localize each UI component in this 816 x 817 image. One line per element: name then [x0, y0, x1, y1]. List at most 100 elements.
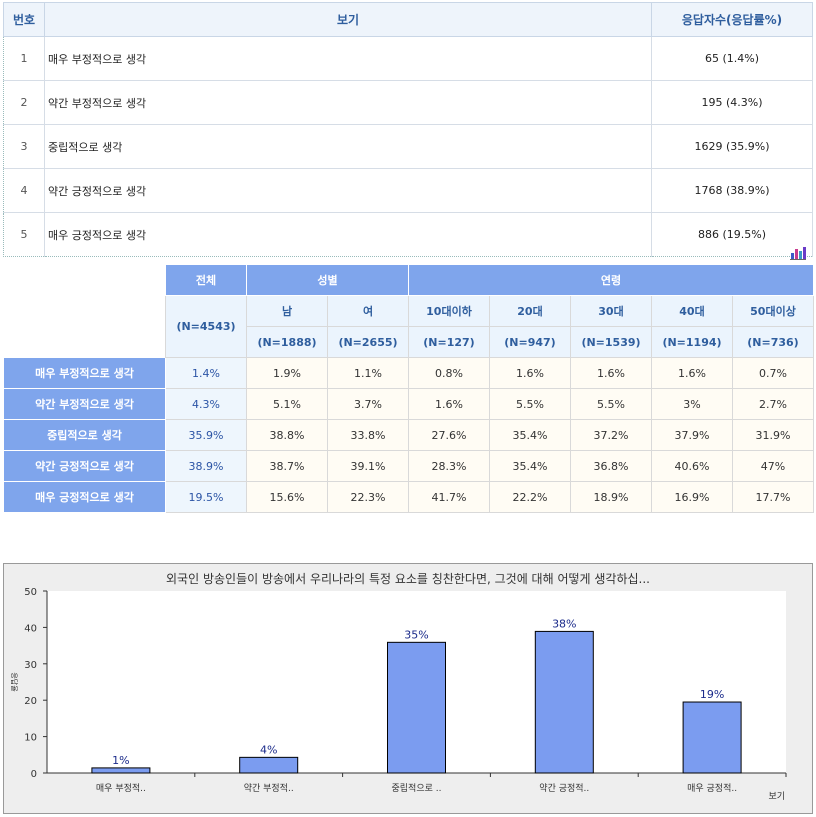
column-label: 30대	[570, 295, 652, 327]
header-number: 번호	[3, 2, 45, 37]
row-number: 5	[3, 212, 45, 257]
column-n: (N=1539)	[570, 326, 652, 358]
bar-data-label: 1%	[112, 754, 129, 767]
answers-header-row: 번호 보기 응답자수(응답률%)	[3, 2, 813, 37]
row-number: 2	[3, 80, 45, 125]
column-label: 20대	[489, 295, 571, 327]
bar	[534, 630, 594, 774]
table-row: 2 약간 부정적으로 생각 195 (4.3%)	[3, 80, 813, 125]
crosstab-table: 전체 성별 연령 (N=4543) 남 여 10대이하 20대 30대 40대 …	[3, 264, 814, 513]
row-count: 1768 (38.9%)	[651, 168, 813, 213]
crosstab-row: 매우 부정적으로 생각 1.4% 1.9% 1.1% 0.8% 1.6% 1.6% 1.6% 0…	[3, 357, 814, 389]
row-count: 65 (1.4%)	[651, 36, 813, 81]
cell-value: 37.2%	[570, 419, 652, 451]
column-n: (N=2655)	[327, 326, 409, 358]
row-header: 매우 부정적으로 생각	[3, 357, 166, 389]
cell-total: 4.3%	[165, 388, 247, 420]
bar-data-label: 35%	[404, 628, 428, 641]
cell-value: 35.4%	[489, 450, 571, 482]
x-tick-label: 중립적으로 ..	[392, 782, 442, 794]
header-count: 응답자수(응답률%)	[651, 2, 813, 37]
cell-value: 5.5%	[489, 388, 571, 420]
cell-value: 38.7%	[246, 450, 328, 482]
cell-value: 27.6%	[408, 419, 490, 451]
y-tick-label: 50	[24, 587, 37, 598]
cell-value: 47%	[732, 450, 814, 482]
cell-value: 39.1%	[327, 450, 409, 482]
cell-value: 0.7%	[732, 357, 814, 389]
cell-total: 35.9%	[165, 419, 247, 451]
table-row: 5 매우 긍정적으로 생각 886 (19.5%)	[3, 212, 813, 257]
row-header: 매우 긍정적으로 생각	[3, 481, 166, 513]
cell-value: 1.6%	[489, 357, 571, 389]
table-row: 1 매우 부정적으로 생각 65 (1.4%)	[3, 36, 813, 81]
row-count: 195 (4.3%)	[651, 80, 813, 125]
bar-data-label: 38%	[552, 617, 576, 630]
crosstab-row: 중립적으로 생각 35.9% 38.8% 33.8% 27.6% 35.4% 37.2% 37…	[3, 419, 814, 451]
cell-value: 16.9%	[651, 481, 733, 513]
total-n: (N=4543)	[165, 295, 247, 358]
y-axis-title: 응답율	[10, 672, 19, 692]
cell-value: 3%	[651, 388, 733, 420]
chart-panel: 외국인 방송인들이 방송에서 우리나라의 특정 요소를 칭찬한다면, 그것에 대…	[3, 563, 813, 814]
row-number: 3	[3, 124, 45, 169]
cell-value: 22.3%	[327, 481, 409, 513]
cell-value: 17.7%	[732, 481, 814, 513]
answer-options-table: 번호 보기 응답자수(응답률%) 1 매우 부정적으로 생각 65 (1.4%)…	[3, 2, 813, 257]
bar	[91, 767, 151, 774]
bar	[387, 641, 446, 774]
row-number: 4	[3, 168, 45, 213]
cell-value: 1.1%	[327, 357, 409, 389]
cell-value: 37.9%	[651, 419, 733, 451]
total-header: 전체	[165, 264, 247, 296]
cell-value: 22.2%	[489, 481, 571, 513]
bar-data-label: 4%	[260, 743, 277, 756]
row-option-label: 매우 긍정적으로 생각	[44, 212, 652, 257]
table-row: 4 약간 긍정적으로 생각 1768 (38.9%)	[3, 168, 813, 213]
cell-value: 1.6%	[570, 357, 652, 389]
cell-value: 5.5%	[570, 388, 652, 420]
cell-value: 3.7%	[327, 388, 409, 420]
crosstab-row: 약간 부정적으로 생각 4.3% 5.1% 3.7% 1.6% 5.5% 5.5% 3% 2.7…	[3, 388, 814, 420]
crosstab-row: 매우 긍정적으로 생각 19.5% 15.6% 22.3% 41.7% 22.2% 18.9…	[3, 481, 814, 513]
cell-value: 28.3%	[408, 450, 490, 482]
bar-chart-icon[interactable]	[790, 246, 806, 260]
column-n: (N=736)	[732, 326, 814, 358]
age-header: 연령	[408, 264, 814, 296]
crosstab-corner	[3, 326, 166, 358]
x-tick-label: 매우 긍정적..	[687, 782, 737, 794]
crosstab-corner	[3, 264, 166, 296]
chart-title: 외국인 방송인들이 방송에서 우리나라의 특정 요소를 칭찬한다면, 그것에 대…	[166, 572, 650, 586]
cell-total: 19.5%	[165, 481, 247, 513]
cell-value: 40.6%	[651, 450, 733, 482]
row-header: 약간 긍정적으로 생각	[3, 450, 166, 482]
column-n: (N=127)	[408, 326, 490, 358]
column-label: 50대이상	[732, 295, 814, 327]
column-label: 남	[246, 295, 328, 327]
row-header: 약간 부정적으로 생각	[3, 388, 166, 420]
cell-value: 1.6%	[408, 388, 490, 420]
header-option: 보기	[44, 2, 652, 37]
column-label: 10대이하	[408, 295, 490, 327]
row-option-label: 매우 부정적으로 생각	[44, 36, 652, 81]
y-tick-label: 40	[24, 623, 37, 634]
cell-value: 41.7%	[408, 481, 490, 513]
row-number: 1	[3, 36, 45, 81]
crosstab-body: 매우 부정적으로 생각 1.4% 1.9% 1.1% 0.8% 1.6% 1.6% 1.6% 0…	[3, 357, 814, 513]
bar	[239, 756, 299, 774]
crosstab-corner	[3, 295, 166, 327]
x-tick-label: 매우 부정적..	[96, 782, 146, 794]
cell-value: 35.4%	[489, 419, 571, 451]
cell-value: 33.8%	[327, 419, 409, 451]
row-option-label: 중립적으로 생각	[44, 124, 652, 169]
x-tick-label: 약간 긍정적..	[539, 782, 589, 794]
y-tick-label: 0	[31, 769, 37, 780]
column-n: (N=947)	[489, 326, 571, 358]
cell-value: 18.9%	[570, 481, 652, 513]
row-count: 1629 (35.9%)	[651, 124, 813, 169]
cell-total: 38.9%	[165, 450, 247, 482]
row-option-label: 약간 긍정적으로 생각	[44, 168, 652, 213]
cell-value: 15.6%	[246, 481, 328, 513]
crosstab-row: 약간 긍정적으로 생각 38.9% 38.7% 39.1% 28.3% 35.4% 36.8…	[3, 450, 814, 482]
row-header: 중립적으로 생각	[3, 419, 166, 451]
